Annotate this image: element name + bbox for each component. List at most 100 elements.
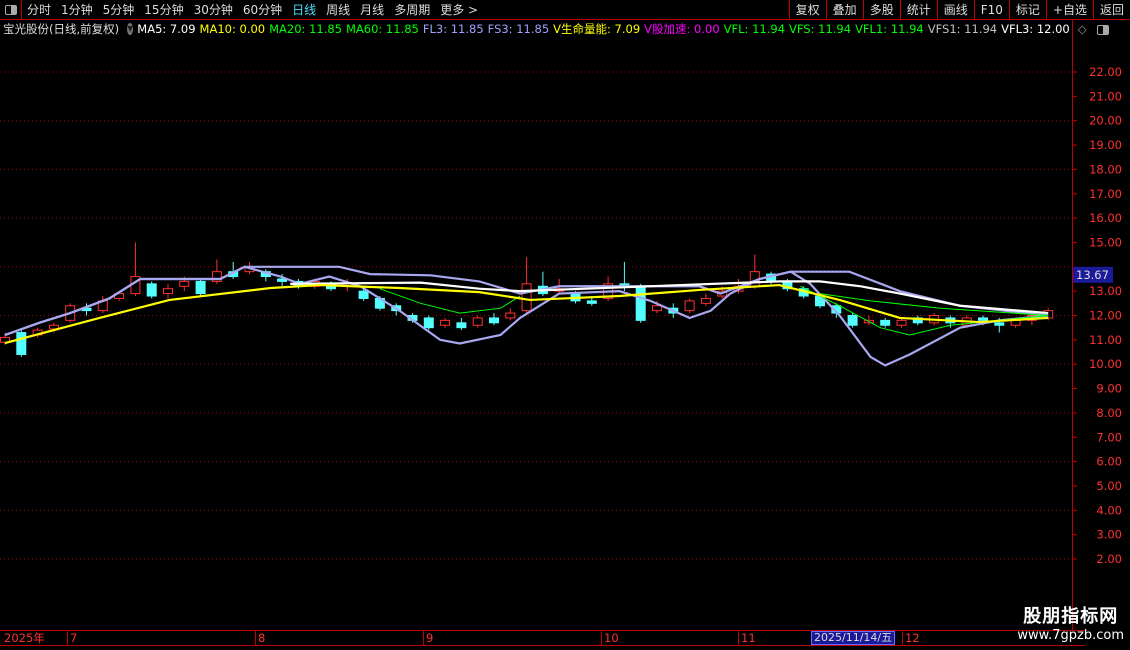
tab-period-4[interactable]: 30分钟: [193, 3, 233, 17]
tab-period-2[interactable]: 5分钟: [102, 3, 135, 17]
candle-body: [700, 297, 711, 304]
axis-divider: [1072, 20, 1073, 630]
toolbar-button-2[interactable]: 多股: [862, 0, 900, 20]
legend-item: VFL3: 12.00: [1001, 22, 1070, 36]
y-tick-label: 8.00: [1096, 406, 1122, 420]
tab-period-5[interactable]: 60分钟: [242, 3, 283, 17]
watermark-url: www.7gpzb.com: [1017, 628, 1124, 643]
candle-body: [586, 300, 597, 304]
candle-body: [163, 288, 173, 295]
date-axis: 2025年 2025/11/14/五 7 8 9 10 11 12: [0, 630, 1085, 646]
candle-body: [423, 317, 434, 329]
y-tick-label: 13.00: [1089, 284, 1122, 298]
indicator-line: [4, 283, 1049, 345]
y-tick-label: 15.00: [1089, 235, 1122, 249]
candle-body: [456, 322, 467, 329]
candle-body: [489, 317, 499, 324]
candle-body: [505, 312, 516, 319]
watermark: 股朋指标网 www.7gpzb.com: [1017, 602, 1124, 643]
candle-body: [440, 319, 451, 326]
legend-item: FS3: 11.85: [487, 22, 550, 36]
candle-body: [277, 278, 288, 282]
legend-item: MA5: 7.09: [137, 22, 196, 36]
y-tick-label: 20.00: [1089, 114, 1122, 128]
candle-body: [978, 317, 988, 321]
panel-toggle-icon: [4, 4, 17, 15]
candle-body: [652, 305, 662, 312]
toolbar-button-1[interactable]: 叠加: [825, 0, 863, 20]
legend-item: VFL: 11.94: [723, 22, 786, 36]
y-tick-label: 7.00: [1096, 430, 1122, 444]
stock-title: 宝光股份(日线,前复权): [3, 22, 120, 36]
watermark-title: 股朋指标网: [1023, 606, 1119, 627]
legend-item: VFL1: 11.94: [855, 22, 924, 36]
candle-body: [994, 322, 1005, 326]
legend-item: VFS1: 11.94: [927, 22, 998, 36]
panel-toggle-icon[interactable]: [1096, 22, 1113, 36]
tab-period-8[interactable]: 月线: [360, 3, 385, 17]
tab-period-3[interactable]: 15分钟: [144, 3, 184, 17]
y-tick-label: 12.00: [1089, 309, 1122, 323]
indicator-legend: 宝光股份(日线,前复权) ▼ MA5: 7.09 MA10: 0.00 MA20: …: [0, 20, 1109, 38]
candle-body: [880, 319, 891, 326]
indicator-line: [379, 288, 521, 314]
toolbar-button-5[interactable]: F10: [973, 0, 1009, 20]
month-label: 11: [738, 631, 756, 645]
toolbar-button-0[interactable]: 复权: [788, 0, 826, 20]
candle-body: [472, 317, 483, 326]
month-label: 9: [423, 631, 433, 645]
candle-body: [48, 324, 59, 330]
tab-period-10[interactable]: 更多 >: [440, 3, 479, 17]
indicator-line: [819, 293, 1049, 316]
tab-period-0[interactable]: 分时: [27, 3, 52, 17]
diamond-icon[interactable]: ◇: [1077, 22, 1087, 36]
right-toolbar: 复权 叠加 多股 统计 画线 F10 标记 +自选 返回: [788, 0, 1130, 20]
month-label: 12: [902, 631, 920, 645]
legend-items: MA5: 7.09 MA10: 0.00 MA20: 11.85 MA60: 11.8…: [137, 21, 1073, 37]
y-tick-label: 3.00: [1096, 528, 1122, 542]
candle-body: [847, 315, 858, 326]
indicator-line: [4, 265, 1049, 367]
candle-body: [684, 300, 695, 312]
y-tick-label: 18.00: [1089, 162, 1122, 176]
price-chart[interactable]: 22.00 21.00 20.00 19.00 18.00 17.00 16.00 15.00…: [0, 38, 1130, 630]
y-tick-label: 19.00: [1089, 138, 1122, 152]
legend-item: MA60: 11.85: [345, 22, 419, 36]
tab-period-9[interactable]: 多周期: [394, 3, 431, 17]
candle-body: [896, 319, 907, 326]
candle-body: [521, 283, 532, 312]
candle-body: [211, 271, 222, 282]
legend-item: MA10: 0.00: [199, 22, 266, 36]
y-tick-label: 21.00: [1089, 89, 1122, 103]
toolbar-button-6[interactable]: 标记: [1008, 0, 1046, 20]
month-label: 8: [255, 631, 265, 645]
legend-item: V股加速: 0.00: [644, 22, 720, 36]
toolbar-button-8[interactable]: 返回: [1092, 0, 1130, 20]
candle-body: [179, 280, 190, 287]
candle-body: [635, 285, 646, 321]
y-tick-label: 9.00: [1096, 382, 1122, 396]
y-tick-label: 6.00: [1096, 455, 1122, 469]
y-tick-label: 17.00: [1089, 187, 1122, 201]
toolbar-button-7[interactable]: +自选: [1045, 0, 1093, 20]
tab-period-1[interactable]: 1分钟: [61, 3, 93, 17]
y-tick-label: 11.00: [1089, 333, 1122, 347]
candle-body: [16, 332, 27, 355]
y-tick-label: 22.00: [1089, 65, 1122, 79]
toolbar-button-4[interactable]: 画线: [936, 0, 974, 20]
indicator-line: [290, 280, 1049, 315]
legend-item: VFS: 11.94: [789, 22, 852, 36]
year-label: 2025年: [4, 631, 45, 645]
legend-item: FL3: 11.85: [422, 22, 484, 36]
period-tabs: 分时 1分钟 5分钟 15分钟 30分钟 60分钟 日线 周线 月线 多周期 更多 >: [22, 1, 483, 18]
y-tick-label: 2.00: [1096, 552, 1122, 566]
toolbar-button-3[interactable]: 统计: [899, 0, 937, 20]
candle-body: [146, 283, 157, 297]
tab-period-6[interactable]: 日线: [292, 3, 317, 17]
panel-toggle-button[interactable]: [0, 0, 22, 20]
tab-period-7[interactable]: 周线: [326, 3, 351, 17]
chevron-down-icon[interactable]: ▼: [127, 23, 134, 35]
last-price-badge: [1073, 266, 1113, 283]
y-tick-label: 10.00: [1089, 357, 1122, 371]
y-tick-label: 4.00: [1096, 503, 1122, 517]
